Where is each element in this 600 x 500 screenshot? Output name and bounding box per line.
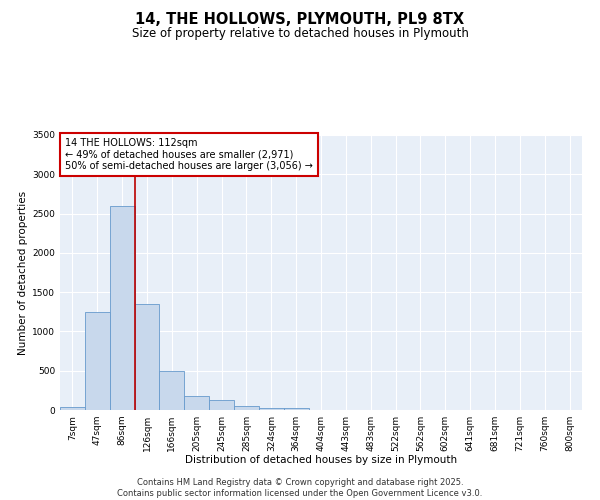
Bar bbox=[209, 400, 234, 410]
Bar bbox=[284, 408, 308, 410]
Bar bbox=[234, 406, 259, 410]
Bar bbox=[85, 312, 110, 410]
Text: 14 THE HOLLOWS: 112sqm
← 49% of detached houses are smaller (2,971)
50% of semi-: 14 THE HOLLOWS: 112sqm ← 49% of detached… bbox=[65, 138, 313, 171]
X-axis label: Distribution of detached houses by size in Plymouth: Distribution of detached houses by size … bbox=[185, 456, 457, 466]
Bar bbox=[184, 396, 209, 410]
Text: Contains HM Land Registry data © Crown copyright and database right 2025.
Contai: Contains HM Land Registry data © Crown c… bbox=[118, 478, 482, 498]
Bar bbox=[259, 408, 284, 410]
Bar bbox=[60, 407, 85, 410]
Text: 14, THE HOLLOWS, PLYMOUTH, PL9 8TX: 14, THE HOLLOWS, PLYMOUTH, PL9 8TX bbox=[136, 12, 464, 28]
Bar bbox=[160, 370, 184, 410]
Bar bbox=[110, 206, 134, 410]
Y-axis label: Number of detached properties: Number of detached properties bbox=[18, 190, 28, 354]
Bar bbox=[134, 304, 160, 410]
Text: Size of property relative to detached houses in Plymouth: Size of property relative to detached ho… bbox=[131, 28, 469, 40]
